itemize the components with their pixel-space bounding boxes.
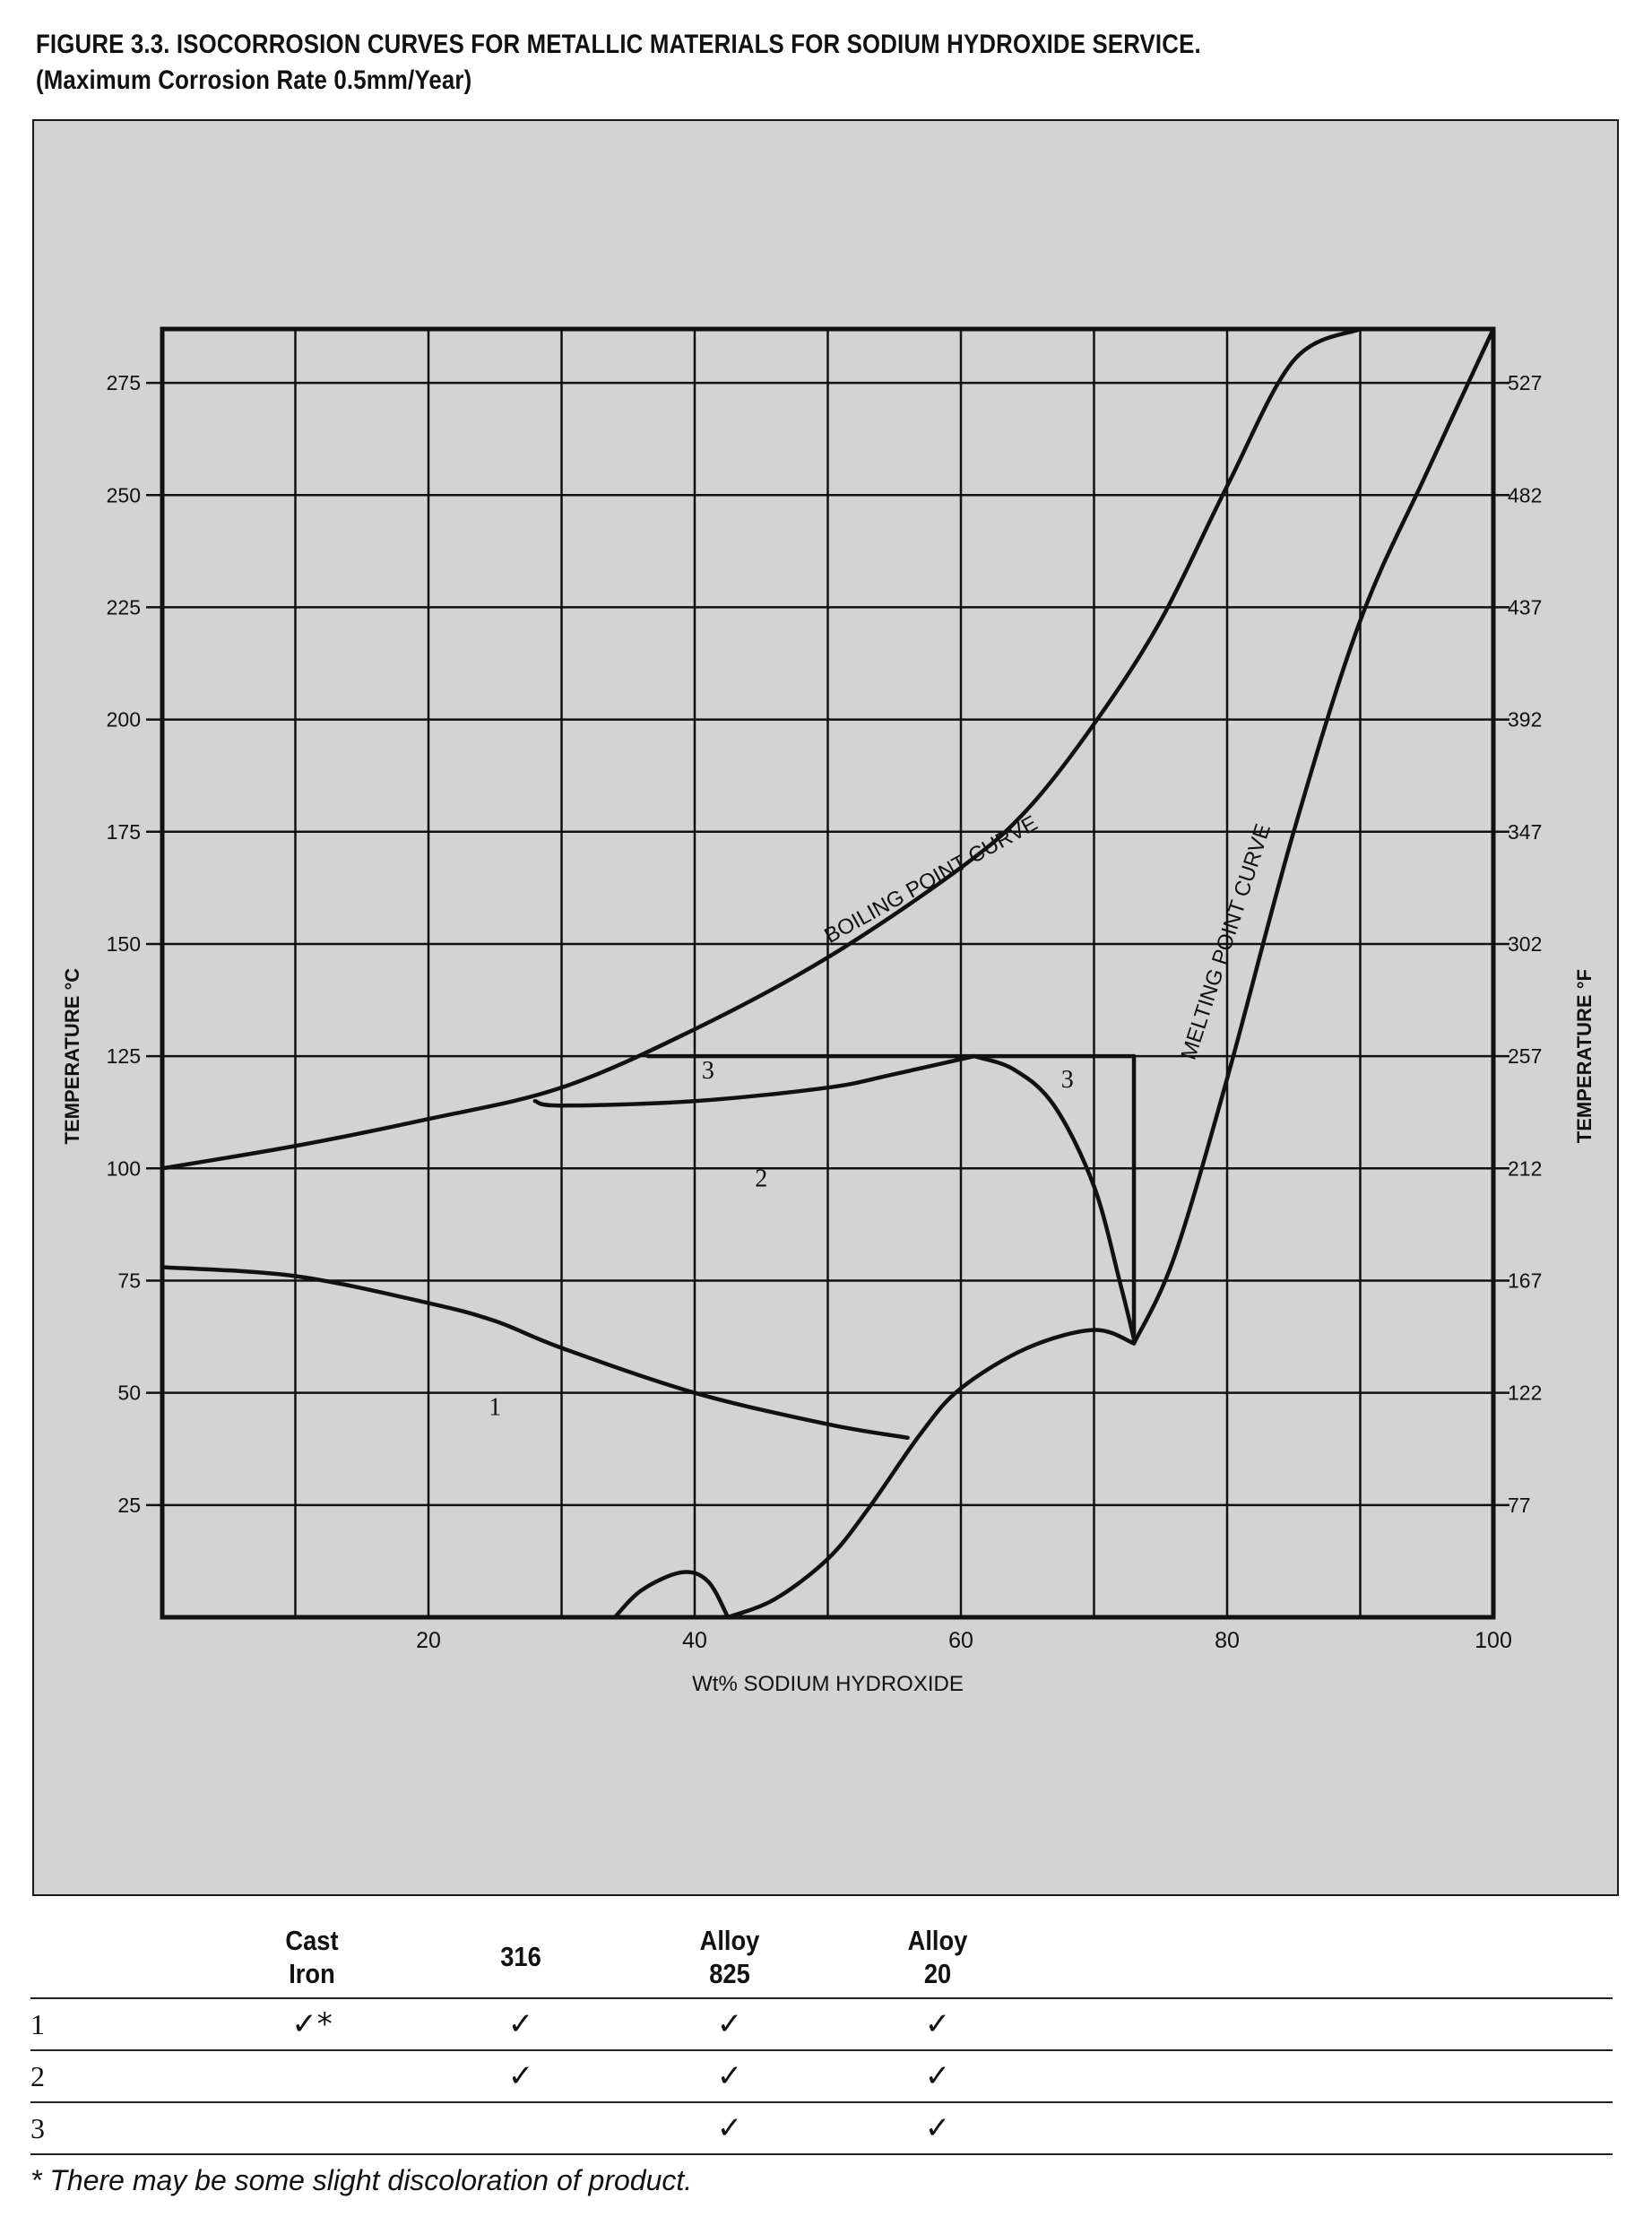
y-tick-label-right: 302 xyxy=(1508,932,1542,956)
x-axis-label: Wt% SODIUM HYDROXIDE xyxy=(692,1672,964,1696)
row-number: 3 xyxy=(30,2112,45,2144)
check-cell: ✓ xyxy=(716,2006,743,2042)
footnote: * There may be some slight discoloration… xyxy=(30,2153,1613,2197)
check-cell: ✓ xyxy=(924,2110,951,2146)
header-316: 316 xyxy=(500,1941,541,1972)
y-tick-label-left: 275 xyxy=(107,371,141,394)
x-tick-label: 100 xyxy=(1475,1628,1512,1653)
y-tick-label-right: 77 xyxy=(1508,1494,1531,1517)
region-boundary-6 xyxy=(532,1053,977,1108)
header-alloy-825: Alloy 825 xyxy=(699,1925,760,1989)
melting-point-curve xyxy=(1131,326,1496,1346)
region-boundary-5 xyxy=(612,1570,731,1620)
y-tick-label-left: 200 xyxy=(107,708,141,732)
y-tick-label-left: 175 xyxy=(107,820,141,844)
table-row: 2 ✓ ✓ ✓ xyxy=(30,2049,1613,2101)
y-tick-label-left: 225 xyxy=(107,595,141,619)
figure-title: FIGURE 3.3. ISOCORROSION CURVES FOR META… xyxy=(36,27,1201,99)
y-axis-label-left: TEMPERATURE °C xyxy=(61,968,83,1145)
y-axis-label-right: TEMPERATURE °F xyxy=(1573,969,1596,1143)
table-row: 1 ✓* ✓ ✓ ✓ xyxy=(30,1997,1613,2049)
x-tick-label: 40 xyxy=(682,1628,707,1653)
material-compatibility-table: Cast Iron 316 Alloy 825 Alloy 20 1 ✓* ✓ … xyxy=(30,1918,1613,2197)
region-boundary-8 xyxy=(645,1053,1137,1346)
y-tick-label-left: 100 xyxy=(107,1156,141,1180)
row-number: 1 xyxy=(30,2008,45,2040)
check-cell: ✓ xyxy=(924,2058,951,2094)
y-tick-label-right: 122 xyxy=(1508,1381,1542,1405)
y-tick-label-left: 75 xyxy=(117,1269,141,1292)
y-tick-label-left: 125 xyxy=(107,1044,141,1068)
region-boundary-4 xyxy=(725,1328,1137,1620)
region-label: 3 xyxy=(702,1057,714,1085)
check-cell: ✓ xyxy=(716,2058,743,2094)
isocorrosion-chart: 2550751001251501752002252502757712216721… xyxy=(61,326,1596,1696)
region-label: 2 xyxy=(755,1165,767,1192)
table-row: 3 ✓ ✓ xyxy=(30,2101,1613,2153)
table-header: Cast Iron 316 Alloy 825 Alloy 20 xyxy=(30,1918,1613,1997)
y-tick-label-left: 250 xyxy=(107,483,141,507)
y-tick-label-left: 150 xyxy=(107,932,141,956)
chart-panel xyxy=(32,119,1619,1896)
check-cell: ✓ xyxy=(507,2058,534,2094)
y-tick-label-right: 347 xyxy=(1508,820,1542,844)
boiling-point-curve xyxy=(160,326,1362,1171)
check-cell: ✓ xyxy=(716,2110,743,2146)
region-label: 3 xyxy=(1061,1066,1074,1094)
region-boundary-3 xyxy=(160,1265,910,1440)
y-tick-label-left: 25 xyxy=(117,1494,141,1517)
header-alloy-20: Alloy 20 xyxy=(907,1925,968,1989)
y-tick-label-right: 167 xyxy=(1508,1269,1542,1292)
figure-title-line1: FIGURE 3.3. ISOCORROSION CURVES FOR META… xyxy=(36,30,1201,59)
y-tick-label-right: 257 xyxy=(1508,1044,1542,1068)
region-boundary-7 xyxy=(972,1053,1137,1341)
x-tick-label: 20 xyxy=(416,1628,441,1653)
y-tick-label-left: 50 xyxy=(117,1381,141,1405)
x-tick-label: 60 xyxy=(948,1628,973,1653)
check-cell: ✓ xyxy=(924,2006,951,2042)
row-number: 2 xyxy=(30,2060,45,2092)
header-cast-iron: Cast Iron xyxy=(285,1925,339,1989)
region-label: 1 xyxy=(489,1394,501,1422)
figure-title-line2: (Maximum Corrosion Rate 0.5mm/Year) xyxy=(36,65,472,95)
y-tick-label-right: 392 xyxy=(1508,708,1542,732)
y-tick-label-right: 482 xyxy=(1508,483,1542,507)
plot-frame xyxy=(160,326,1496,1620)
check-cell: ✓* xyxy=(291,2006,333,2042)
y-tick-label-right: 212 xyxy=(1508,1156,1542,1180)
check-cell: ✓ xyxy=(507,2006,534,2042)
y-tick-label-right: 437 xyxy=(1508,595,1542,619)
x-tick-label: 80 xyxy=(1215,1628,1240,1653)
y-tick-label-right: 527 xyxy=(1508,371,1542,394)
